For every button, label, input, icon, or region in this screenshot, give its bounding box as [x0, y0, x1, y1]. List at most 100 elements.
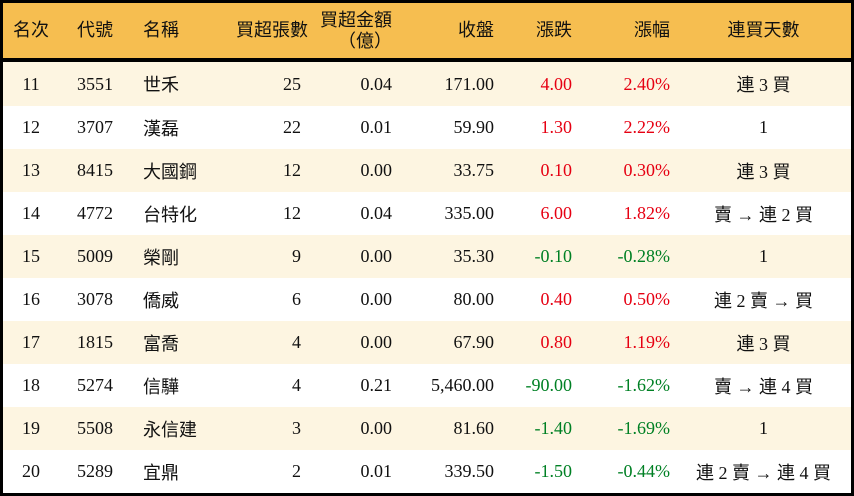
cell-change: 4.00 [540, 73, 573, 94]
cell-name: 宜鼎 [143, 462, 179, 483]
cell-amount: 0.21 [360, 375, 393, 396]
cell-volume: 4 [292, 332, 301, 353]
cell-amount: 0.00 [360, 289, 393, 310]
table-row: 20 5289 宜鼎 2 0.01 339.50 -1.50 -0.44% 連 2 賣 → 連 … [3, 450, 851, 493]
cell-pct: -1.69% [617, 418, 671, 439]
cell-pct: 1.82% [623, 203, 671, 224]
cell-code: 3551 [77, 73, 113, 94]
cell-pct: 2.40% [623, 73, 671, 94]
table-row: 18 5274 信驊 4 0.21 5,460.00 -90.00 -1.62% 賣 → 連 4… [3, 364, 851, 408]
cell-rank: 16 [22, 289, 40, 310]
table-row: 15 5009 榮剛 9 0.00 35.30 -0.10 -0.28% 1 [3, 235, 851, 279]
cell-name: 永信建 [143, 419, 197, 440]
cell-volume: 3 [292, 418, 301, 439]
cell-name: 台特化 [143, 204, 197, 225]
cell-days: 連 2 賣 → 連 4 買 [696, 462, 831, 483]
cell-volume: 25 [283, 73, 301, 94]
table-row: 13 8415 大國鋼 12 0.00 33.75 0.10 0.30% 連 3 買 [3, 149, 851, 193]
cell-change: 0.10 [540, 160, 573, 181]
cell-rank: 20 [22, 461, 40, 481]
cell-close: 5,460.00 [431, 375, 494, 396]
cell-change: 1.30 [540, 117, 573, 138]
cell-name: 世禾 [143, 75, 179, 96]
cell-code: 4772 [77, 203, 113, 224]
cell-close: 339.50 [444, 461, 495, 481]
cell-volume: 9 [292, 246, 301, 267]
cell-rank: 19 [22, 418, 40, 439]
cell-days: 1 [759, 117, 768, 138]
cell-change: -90.00 [525, 375, 573, 396]
cell-volume: 12 [283, 203, 301, 224]
cell-days: 1 [759, 418, 768, 439]
cell-volume: 6 [292, 289, 301, 310]
cell-rank: 15 [22, 246, 40, 267]
cell-name: 大國鋼 [143, 161, 197, 182]
cell-change: -0.10 [534, 246, 573, 267]
cell-change: 0.80 [540, 332, 573, 353]
col-header-days: 連買天數 [676, 3, 851, 62]
cell-amount: 0.01 [360, 461, 393, 481]
cell-volume: 12 [283, 160, 301, 181]
cell-change: 6.00 [540, 203, 573, 224]
col-header-amount-line2: （億） [338, 30, 392, 51]
cell-days: 1 [759, 246, 768, 267]
cell-change: 0.40 [540, 289, 573, 310]
cell-code: 3078 [77, 289, 113, 310]
col-header-amount-line1: 買超金額 [320, 10, 392, 31]
col-header-close: 收盤 [398, 3, 500, 62]
cell-close: 59.90 [453, 117, 495, 138]
cell-name: 榮剛 [143, 247, 179, 268]
cell-days: 連 3 買 [736, 75, 791, 96]
cell-code: 5009 [77, 246, 113, 267]
cell-code: 5289 [77, 461, 113, 481]
cell-close: 67.90 [453, 332, 495, 353]
col-header-name: 名稱 [131, 3, 236, 62]
cell-code: 5274 [77, 375, 113, 396]
cell-name: 僑威 [143, 290, 179, 311]
table-row: 19 5508 永信建 3 0.00 81.60 -1.40 -1.69% 1 [3, 407, 851, 451]
cell-close: 80.00 [453, 289, 495, 310]
cell-code: 8415 [77, 160, 113, 181]
cell-rank: 11 [22, 73, 40, 94]
table-row: 17 1815 富喬 4 0.00 67.90 0.80 1.19% 連 3 買 [3, 321, 851, 365]
cell-amount: 0.01 [360, 117, 393, 138]
cell-volume: 2 [292, 461, 301, 481]
cell-change: -1.40 [534, 418, 573, 439]
table-row: 14 4772 台特化 12 0.04 335.00 6.00 1.82% 賣 → 連 2 買 [3, 192, 851, 236]
cell-rank: 17 [22, 332, 40, 353]
buy-over-ranking-table: 名次 代號 名稱 買超張數 買超金額 （億） 收盤 漲跌 漲幅 連買天數 11 35… [3, 3, 851, 493]
table-row: 16 3078 僑威 6 0.00 80.00 0.40 0.50% 連 2 賣 → 買 [3, 278, 851, 322]
cell-close: 335.00 [444, 203, 495, 224]
cell-days: 賣 → 連 2 買 [714, 204, 813, 225]
cell-close: 171.00 [444, 73, 495, 94]
cell-amount: 0.04 [360, 73, 393, 94]
cell-volume: 4 [292, 375, 301, 396]
cell-amount: 0.00 [360, 332, 393, 353]
cell-pct: 2.22% [623, 117, 671, 138]
cell-rank: 12 [22, 117, 40, 138]
col-header-code: 代號 [59, 3, 131, 62]
table-row: 11 3551 世禾 25 0.04 171.00 4.00 2.40% 連 3 買 [3, 60, 851, 107]
col-header-change: 漲跌 [500, 3, 578, 62]
cell-code: 1815 [77, 332, 113, 353]
col-header-rank: 名次 [3, 3, 59, 62]
cell-name: 富喬 [143, 333, 179, 354]
cell-pct: -0.28% [617, 246, 671, 267]
header-row: 名次 代號 名稱 買超張數 買超金額 （億） 收盤 漲跌 漲幅 連買天數 [3, 3, 851, 62]
cell-rank: 18 [22, 375, 40, 396]
table-row: 12 3707 漢磊 22 0.01 59.90 1.30 2.22% 1 [3, 106, 851, 150]
cell-days: 賣 → 連 4 買 [714, 376, 813, 397]
cell-close: 33.75 [453, 160, 495, 181]
cell-amount: 0.04 [360, 203, 393, 224]
cell-amount: 0.00 [360, 418, 393, 439]
col-header-pct: 漲幅 [578, 3, 676, 62]
cell-close: 81.60 [453, 418, 495, 439]
cell-name: 漢磊 [143, 118, 179, 139]
col-header-amount: 買超金額 （億） [315, 3, 398, 62]
cell-change: -1.50 [534, 461, 573, 481]
cell-pct: -0.44% [617, 461, 671, 481]
cell-code: 3707 [77, 117, 113, 138]
cell-pct: -1.62% [617, 375, 671, 396]
cell-pct: 0.30% [623, 160, 671, 181]
